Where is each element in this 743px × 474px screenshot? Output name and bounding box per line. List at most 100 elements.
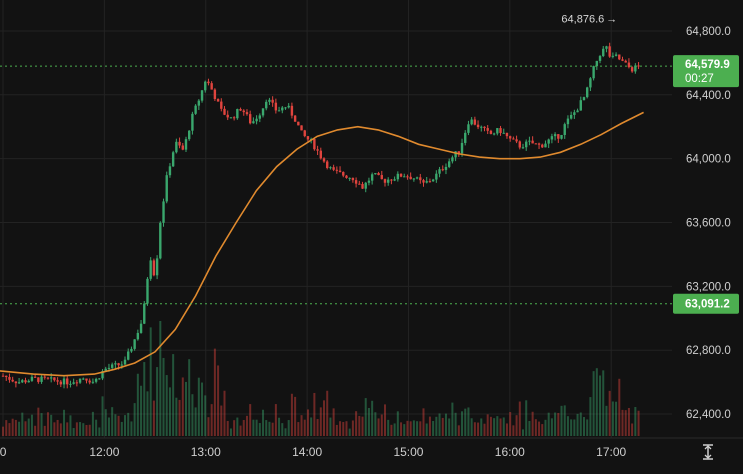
candle-body [226,114,229,118]
volume-bar [554,412,557,436]
volume-bar [525,400,528,436]
candle-body [268,99,271,102]
volume-bar [342,421,345,436]
candle-body [136,332,140,340]
candle-body [483,126,486,129]
candle-body [515,139,518,142]
volume-bar [534,419,537,436]
volume-bar [249,404,252,436]
candle-body [213,89,217,100]
volume-bar [162,357,165,436]
volume-bar [213,348,216,436]
candle-body [239,109,242,111]
time-axis[interactable] [0,439,672,469]
volume-bar [627,407,630,436]
volume-bar [226,420,229,436]
candle-body [175,141,178,153]
candle-body [496,128,499,134]
volume-bar [451,402,454,436]
volume-bar [117,415,120,436]
candle-body [252,121,255,124]
candle-body [605,46,608,49]
candle-body [476,124,480,128]
volume-bar [11,418,14,436]
volume-bar [400,422,403,436]
volume-bar [53,422,56,436]
candle-body [5,375,8,378]
volume-bar [473,422,476,436]
candle-body [104,368,107,372]
volume-bar [361,416,364,436]
candle-body [505,132,509,137]
volume-bar [191,394,194,436]
volume-bar [85,424,88,436]
volume-bar [531,411,534,436]
candle-body [354,180,358,184]
volume-bar [175,397,178,436]
volume-bar [412,420,415,436]
volume-bar [483,423,486,436]
volume-bar [24,421,27,436]
volume-bar [114,414,117,436]
volume-bar [133,403,136,436]
candle-body [598,56,602,61]
volume-bar [287,420,290,436]
candle-body [573,112,576,115]
volume-bar [46,412,49,436]
volume-bar [573,419,576,436]
volume-bar [104,409,107,436]
candle-body [403,176,406,178]
volume-bar [281,423,284,436]
volume-bar [406,420,409,436]
candle-body [229,117,233,119]
candle-body [120,364,123,366]
candle-body [297,121,300,126]
candle-body [236,109,239,119]
volume-bar [165,375,168,436]
volume-bar [515,415,518,436]
candle-body [544,143,547,148]
volume-bar [210,404,213,436]
volume-bar [127,412,130,436]
volume-bar [576,413,579,436]
candle-body [393,179,396,181]
volume-bar [371,400,374,436]
candle-body [396,173,400,180]
candle-body [107,367,111,369]
volume-bar [262,409,265,436]
candle-body [518,141,521,148]
candle-body [560,135,563,139]
volume-bar [201,382,204,436]
candle-body [521,147,525,149]
candle-body [69,383,72,385]
candle-body [409,176,412,180]
volume-bar [486,414,489,436]
candle-body [342,171,345,176]
volume-bar [18,421,21,436]
candle-body [582,97,586,101]
candle-body [374,173,377,175]
volume-bar [390,424,393,436]
volume-bar [297,422,300,436]
volume-bar [66,422,69,436]
candle-body [422,180,425,183]
candle-body [332,167,335,170]
price-tick-label: 64,000.0 [686,154,731,166]
volume-bar [239,425,242,436]
volume-bar [204,395,207,436]
volume-bar [271,422,274,436]
candle-body [220,101,223,109]
arrows-vertical-icon[interactable] [700,443,716,461]
price-tick-label: 64,800.0 [686,26,731,38]
volume-bar [528,420,531,436]
volume-bar [499,418,502,436]
volume-bar [438,413,441,436]
candle-body [367,180,371,183]
volume-bar [432,420,435,436]
time-tick-label: 14:00 [292,445,322,459]
candle-body [277,110,281,112]
volume-bar [464,408,467,436]
volume-bar [217,365,220,436]
candle-body [399,173,403,177]
